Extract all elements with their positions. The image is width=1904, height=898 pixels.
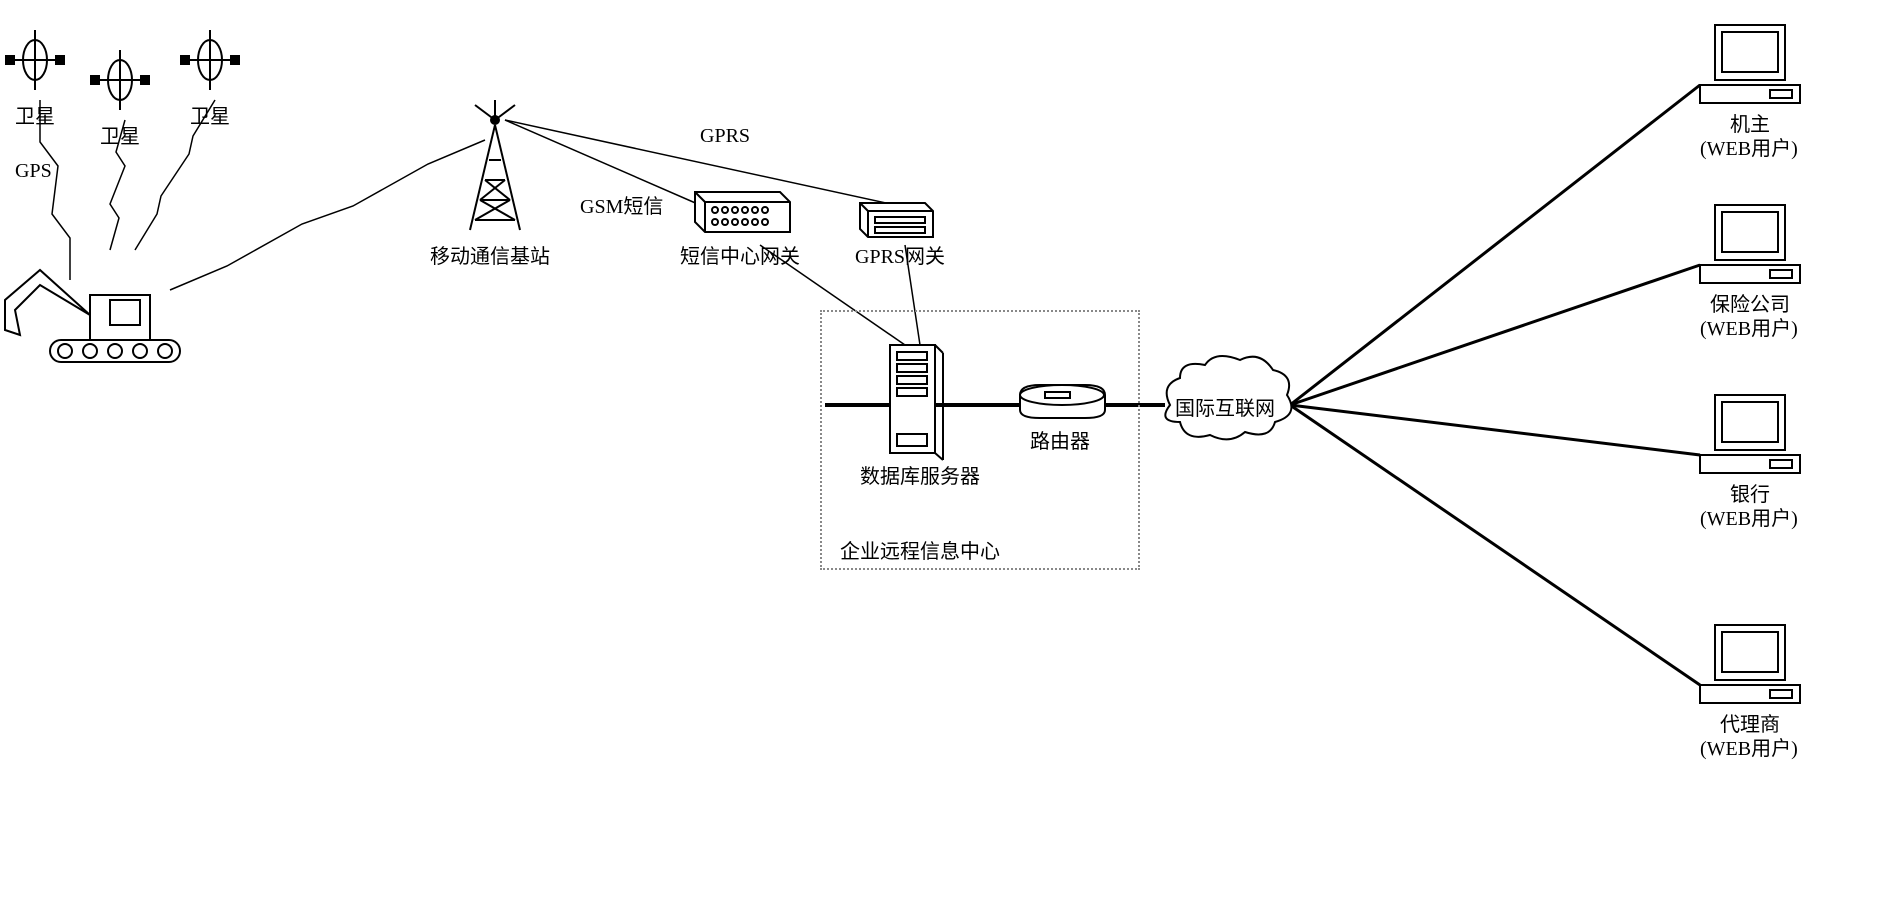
- owner-label2: (WEB用户): [1700, 132, 1798, 161]
- tower-label: 移动通信基站: [430, 240, 550, 269]
- gps-label: GPS: [15, 160, 52, 183]
- bank-label2: (WEB用户): [1700, 502, 1798, 531]
- sms-gw-label: 短信中心网关: [680, 240, 800, 269]
- enterprise-label: 企业远程信息中心: [840, 535, 1000, 564]
- gsm-label: GSM短信: [580, 190, 663, 219]
- sms-gateway-icon: [695, 192, 790, 232]
- tower-icon: [470, 100, 520, 230]
- agent-label2: (WEB用户): [1700, 732, 1798, 761]
- router-label: 路由器: [1030, 425, 1090, 454]
- sat2-label: 卫星: [100, 120, 140, 149]
- excavator-icon: [5, 270, 180, 362]
- computer-icon: [1700, 205, 1800, 283]
- sat3-label: 卫星: [190, 100, 230, 129]
- gprs-gateway-icon: [860, 203, 933, 237]
- gprs-label: GPRS: [700, 125, 750, 148]
- internet-label: 国际互联网: [1175, 392, 1275, 421]
- satellite-icon: [5, 30, 65, 90]
- computer-icon: [1700, 395, 1800, 473]
- computer-icon: [1700, 625, 1800, 703]
- satellite-icon: [90, 50, 150, 110]
- gprs-gw-label: GPRS网关: [855, 240, 945, 269]
- insurance-label2: (WEB用户): [1700, 312, 1798, 341]
- server-label: 数据库服务器: [860, 460, 980, 489]
- satellite-icon: [180, 30, 240, 90]
- computer-icon: [1700, 25, 1800, 103]
- enterprise-center-box: [820, 310, 1140, 570]
- sat1-label: 卫星: [15, 100, 55, 129]
